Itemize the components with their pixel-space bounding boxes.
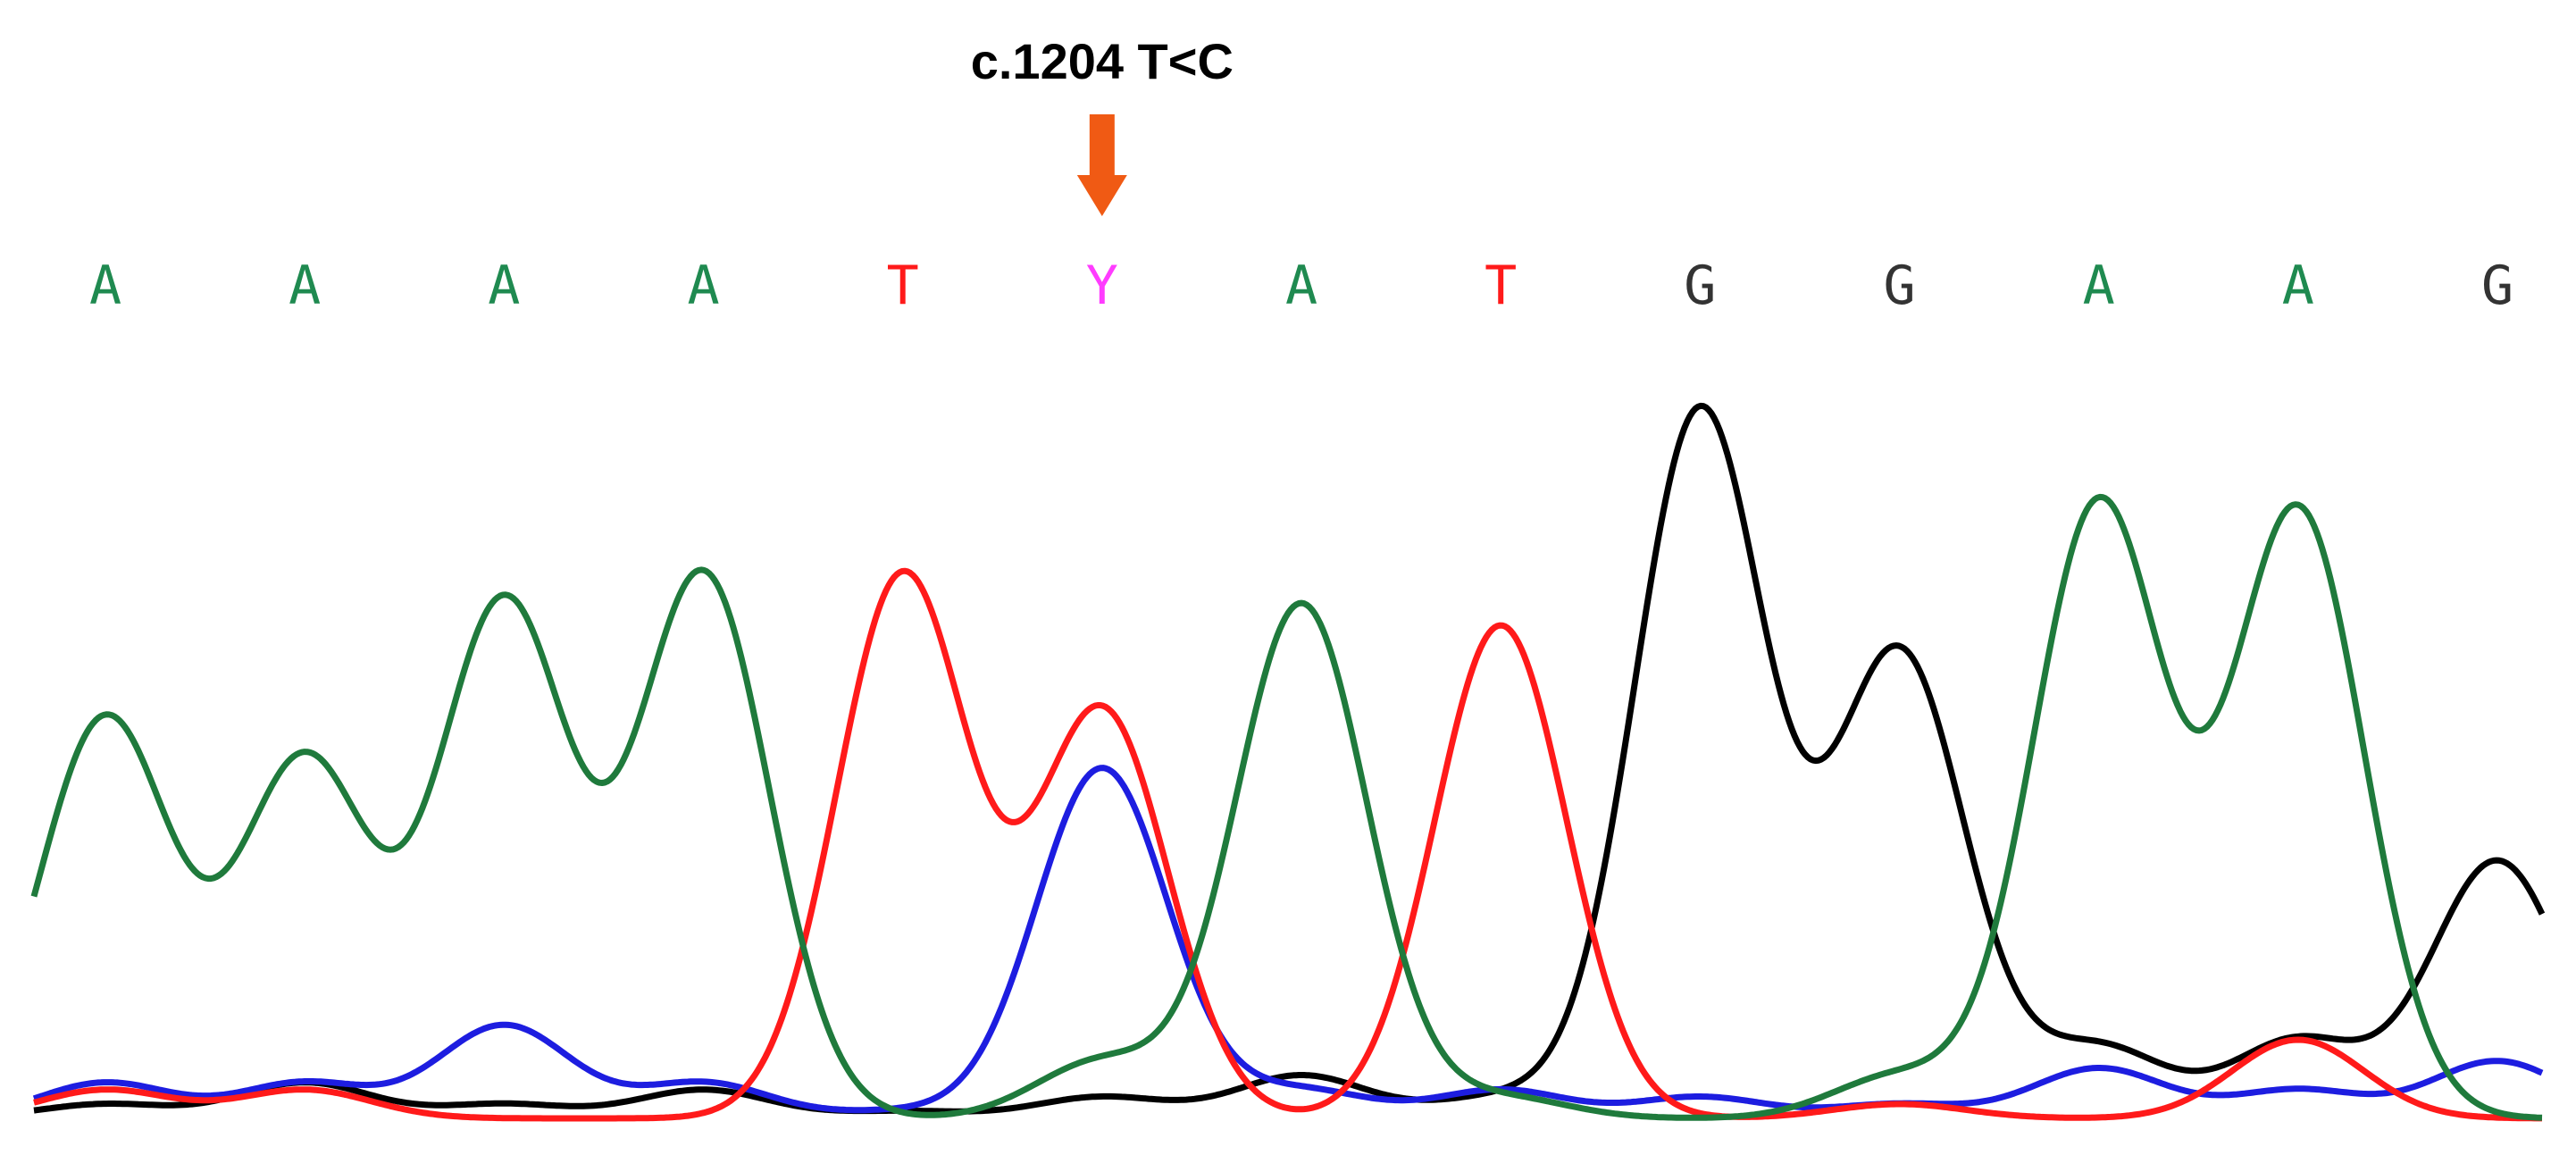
base-call-5: T <box>887 255 919 317</box>
mutation-arrow <box>1076 114 1127 216</box>
base-call-8: T <box>1485 255 1517 317</box>
base-call-12: A <box>2282 255 2314 317</box>
mutation-annotation: c.1204 T<C <box>971 33 1234 216</box>
down-arrow-icon <box>1076 114 1127 216</box>
base-call-10: G <box>1883 255 1915 317</box>
base-call-2: A <box>289 255 321 317</box>
base-call-1: A <box>89 255 121 317</box>
base-call-3: A <box>488 255 520 317</box>
trace-area <box>30 402 2546 1122</box>
mutation-label: c.1204 T<C <box>971 33 1234 89</box>
trace-G <box>33 402 2546 1115</box>
base-call-6: Y <box>1086 255 1118 317</box>
base-call-7: A <box>1285 255 1317 317</box>
trace-T <box>33 567 2543 1122</box>
base-call-4: A <box>687 255 719 317</box>
base-call-9: G <box>1684 255 1716 317</box>
base-call-11: A <box>2083 255 2115 317</box>
trace-A <box>30 493 2543 1121</box>
base-call-13: G <box>2481 255 2513 317</box>
trace-C <box>32 765 2544 1114</box>
